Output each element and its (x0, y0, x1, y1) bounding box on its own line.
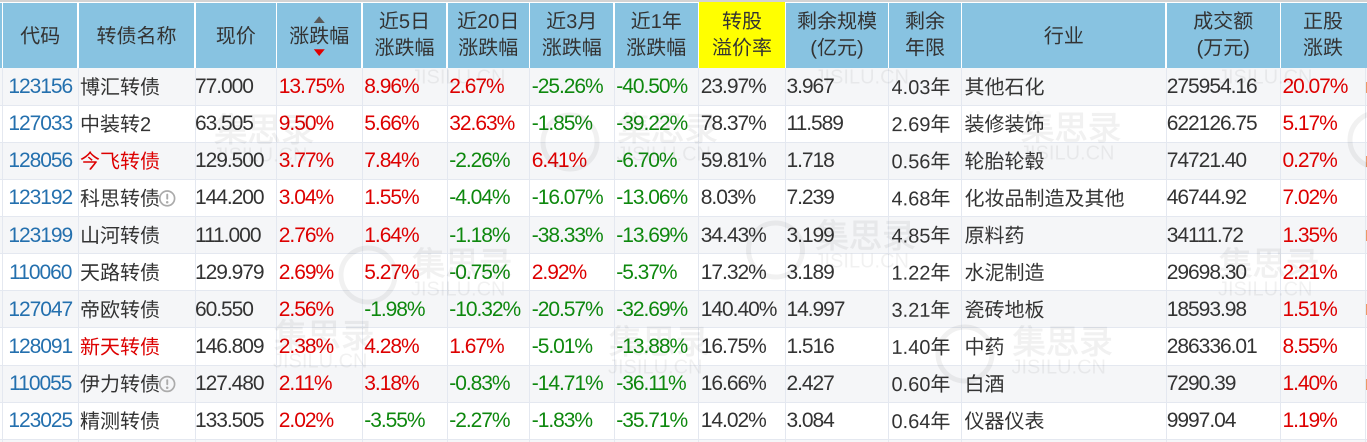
svg-text:JISILU.CN: JISILU.CN (815, 68, 909, 89)
svg-text:JISILU.CN: JISILU.CN (1218, 68, 1312, 89)
svg-text:JISILU.CN: JISILU.CN (411, 279, 505, 301)
svg-text:JISILU.CN: JISILU.CN (273, 351, 367, 373)
svg-text:JISILU.CN: JISILU.CN (608, 357, 702, 379)
svg-text:JISILU.CN: JISILU.CN (1020, 143, 1114, 165)
svg-text:JISILU.CN: JISILU.CN (617, 144, 711, 166)
svg-text:JISILU.CN: JISILU.CN (213, 145, 307, 167)
svg-text:JISILU.CN: JISILU.CN (815, 251, 909, 273)
svg-text:JISILU.CN: JISILU.CN (411, 68, 505, 89)
svg-text:JISILU.CN: JISILU.CN (1012, 357, 1106, 379)
svg-text:JISILU.CN: JISILU.CN (1218, 279, 1312, 301)
